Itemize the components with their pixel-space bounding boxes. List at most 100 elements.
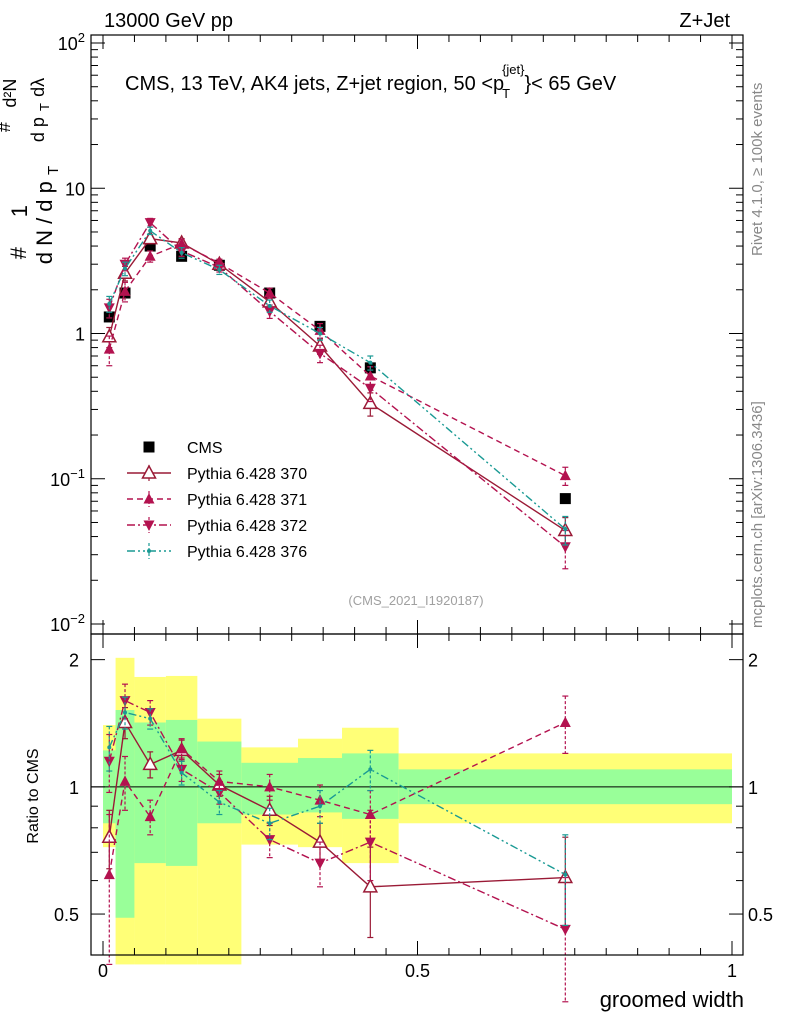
y-label-hash2: # — [0, 122, 14, 132]
legend-entry-p371: Pythia 6.428 371 — [127, 491, 307, 509]
ratio-y-tick-label-left: 2 — [69, 651, 79, 671]
main-point-p371 — [364, 369, 376, 381]
main-point-p376 — [368, 360, 373, 365]
main-point-p376 — [148, 228, 153, 233]
main-point-p370 — [362, 394, 379, 410]
x-tick-label: 1 — [727, 961, 737, 981]
ratio-band-inner — [115, 710, 135, 918]
ratio-point-p371 — [314, 794, 326, 805]
ratio-point-p370 — [142, 755, 158, 771]
ratio-uncertainty-bands — [103, 657, 732, 965]
main-point-p376 — [123, 266, 128, 271]
legend-entry-p376: Pythia 6.428 376 — [127, 543, 307, 561]
y-label-den-sub: T — [45, 166, 62, 175]
main-point-p371 — [144, 250, 156, 261]
rivet-label: Rivet 4.1.0, ≥ 100k events — [749, 83, 766, 256]
ratio-point-p376 — [148, 716, 153, 721]
main-point-p376 — [267, 303, 272, 308]
legend-entry-p372: Pythia 6.428 372 — [127, 517, 307, 535]
ratio-point-p370 — [362, 878, 379, 893]
y-label-den2-sub: T — [37, 103, 52, 111]
main-point-cms — [144, 240, 156, 252]
legend-marker-p372 — [143, 520, 155, 531]
y-label-one: 1 — [7, 205, 32, 217]
y-label-den: d N / d p — [32, 181, 57, 264]
axes-group: 10−2 10−1 1 10 102 0.5 0.5 1 1 2 2 0 0.5 1 — [50, 30, 773, 981]
main-point-p371 — [119, 285, 131, 296]
ratio-point-p372 — [314, 858, 326, 870]
ratio-point-p372 — [176, 764, 188, 776]
ratio-point-p371 — [364, 808, 376, 820]
ratio-point-p372 — [264, 835, 276, 846]
x-tick-label: 0 — [98, 961, 108, 981]
chart-title: CMS, 13 TeV, AK4 jets, Z+jet region, 50 … — [125, 62, 617, 101]
ratio-point-p376 — [563, 872, 568, 877]
ratio-point-p372 — [559, 924, 571, 936]
legend-entry-p370: Pythia 6.428 370 — [127, 464, 307, 483]
ratio-series-group — [101, 683, 574, 1003]
ratio-y-tick-label-right: 2 — [748, 651, 758, 671]
ratio-point-p376 — [107, 745, 112, 750]
main-y-tick-label: 10−1 — [50, 466, 85, 490]
ratio-point-p371 — [103, 868, 115, 880]
x-axis-label: groomed width — [600, 987, 744, 1012]
watermark: (CMS_2021_I1920187) — [348, 593, 483, 608]
main-line-p376 — [108, 229, 566, 530]
legend-label-p370: Pythia 6.428 370 — [187, 466, 307, 483]
main-point-p372 — [144, 218, 156, 229]
legend-label-p371: Pythia 6.428 371 — [187, 492, 307, 509]
main-point-p376 — [318, 331, 323, 336]
main-point-p372 — [364, 383, 376, 395]
mcplots-label: mcplots.cern.ch [arXiv:1306.3436] — [749, 401, 766, 628]
main-series-group — [101, 217, 574, 570]
legend-marker-p370 — [141, 464, 157, 479]
legend-label-cms: CMS — [187, 440, 223, 457]
ratio-series-p376 — [106, 696, 569, 927]
ratio-point-p371 — [264, 780, 276, 792]
ratio-point-p372 — [119, 696, 131, 707]
legend-marker-p376 — [147, 549, 151, 553]
main-point-p376 — [217, 267, 222, 272]
title-sub: T — [502, 86, 510, 101]
y-label-num2: d²N — [0, 79, 20, 108]
ratio-point-p371 — [144, 810, 156, 822]
ratio-point-p371 — [119, 775, 131, 786]
main-point-p376 — [563, 527, 568, 532]
ratio-point-p376 — [179, 770, 184, 775]
title-p: p — [493, 73, 504, 95]
main-point-p371 — [264, 287, 276, 298]
title-prefix: CMS, 13 TeV, AK4 jets, Z+jet region, 50 … — [125, 73, 493, 95]
legend: CMS Pythia 6.428 370 Pythia 6.428 371 Pythi… — [127, 440, 307, 561]
legend-entry-cms: CMS — [143, 440, 223, 457]
ratio-point-p371 — [176, 742, 188, 754]
svg-text:# 1 d N / d p: # 1 d N / d p T # d²N d p T dλ — [0, 72, 63, 264]
ratio-point-p372 — [144, 707, 156, 719]
title-sup: {jet} — [502, 62, 525, 77]
ratio-point-p371 — [559, 716, 571, 727]
ratio-point-p376 — [318, 804, 323, 809]
ratio-y-tick-label-right: 1 — [748, 778, 758, 798]
main-series-cms — [103, 240, 571, 505]
main-y-tick-label: 10−2 — [50, 611, 85, 635]
ratio-point-p376 — [217, 800, 222, 805]
main-point-p372 — [314, 348, 326, 360]
title-suffix: }< 65 GeV — [525, 73, 617, 95]
header-left: 13000 GeV pp — [104, 10, 233, 32]
main-series-p372 — [103, 217, 571, 570]
main-y-label: # 1 d N / d p T # d²N d p T dλ — [0, 72, 63, 264]
main-point-p371 — [559, 469, 571, 481]
main-point-p376 — [179, 250, 184, 255]
ratio-y-label: Ratio to CMS — [25, 748, 42, 843]
x-tick-label: 0.5 — [405, 961, 430, 981]
ratio-y-tick-label-right: 0.5 — [748, 905, 773, 925]
main-point-p370 — [142, 230, 158, 245]
main-y-tick-label: 10 — [65, 179, 85, 199]
ratio-point-p376 — [368, 767, 373, 772]
ratio-point-p376 — [123, 710, 128, 715]
main-point-cms — [559, 493, 571, 505]
main-line-p372 — [108, 221, 566, 548]
main-y-tick-label: 1 — [75, 325, 85, 345]
y-label-hash: # — [6, 246, 31, 259]
legend-label-p372: Pythia 6.428 372 — [187, 518, 307, 535]
legend-marker-cms — [143, 441, 155, 453]
